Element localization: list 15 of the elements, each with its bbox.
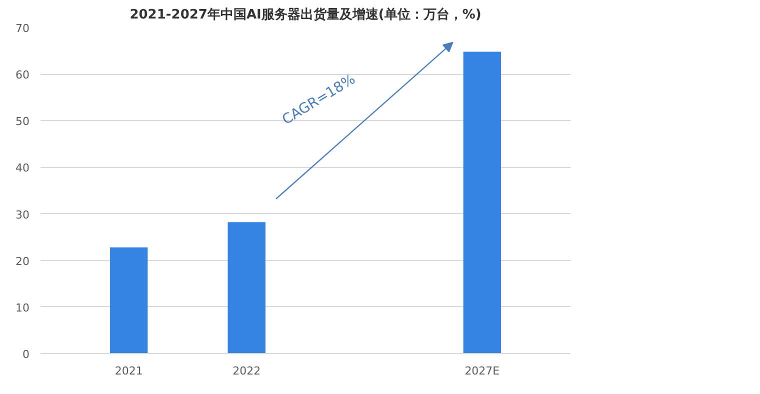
y-tick-label: 40: [16, 162, 30, 175]
bar: [110, 247, 148, 354]
y-tick-label: 30: [16, 208, 30, 222]
bar: [228, 222, 266, 354]
chart-title: 2021-2027年中国AI服务器出货量及增速(单位：万台，%): [130, 6, 482, 22]
x-tick-label: 2027E: [464, 364, 500, 378]
y-tick-label: 60: [16, 68, 30, 82]
y-tick-label: 10: [16, 301, 30, 314]
y-tick-label: 50: [16, 115, 30, 128]
y-tick-label: 20: [16, 254, 30, 268]
y-tick-label: 70: [16, 22, 30, 35]
x-tick-label: 2021: [114, 364, 143, 378]
bar: [463, 52, 502, 354]
x-tick-label: 2022: [232, 364, 261, 378]
y-tick-label: 0: [22, 348, 30, 361]
